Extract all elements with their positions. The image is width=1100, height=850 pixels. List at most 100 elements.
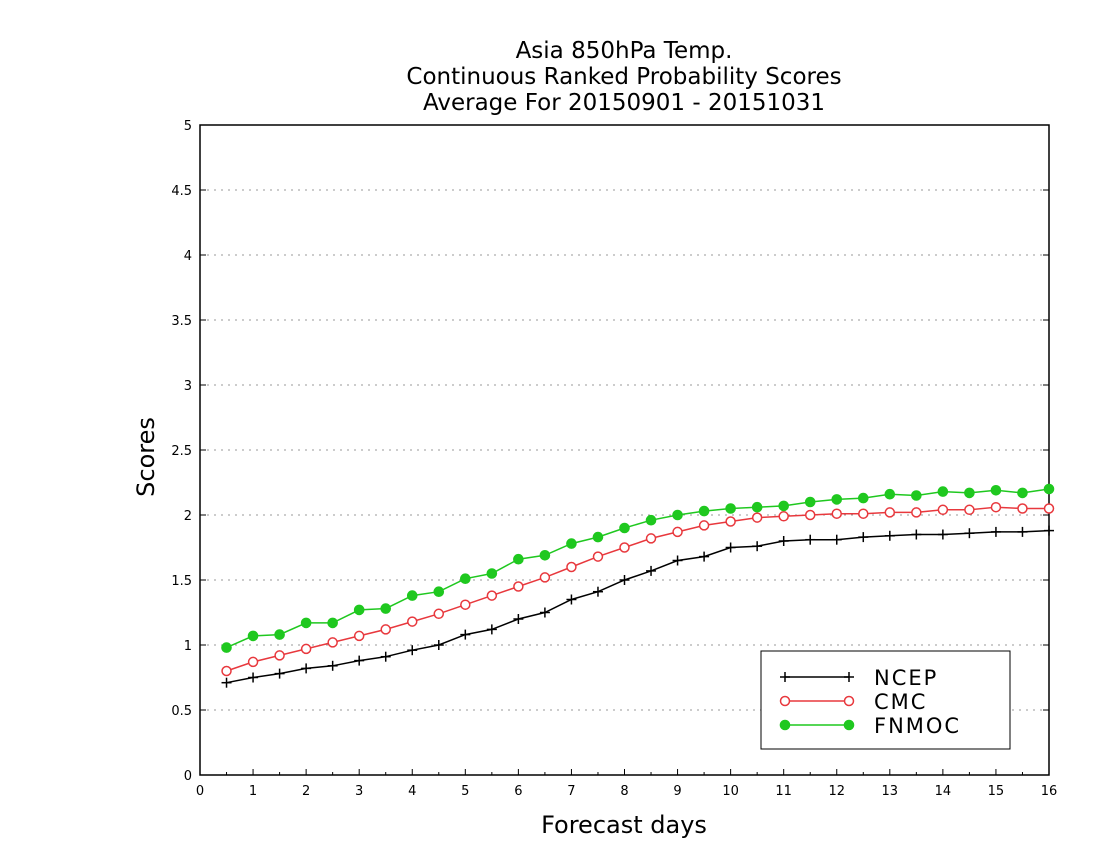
data-point-cmc [884, 507, 896, 518]
data-point-cmc [964, 504, 975, 516]
y-tick-label: 0 [184, 769, 192, 784]
data-point-ncep [301, 663, 312, 674]
x-tick-label: 7 [567, 784, 575, 799]
data-point-cmc [751, 512, 763, 523]
data-point-ncep [884, 530, 895, 541]
legend-item-cmc: CMC [779, 690, 927, 714]
data-point-cmc [566, 561, 577, 573]
data-point-cmc [1017, 503, 1028, 514]
data-point-ncep [566, 594, 577, 605]
legend-marker [779, 695, 791, 707]
data-point-ncep [433, 640, 444, 650]
data-point-fnmoc [911, 490, 922, 501]
data-point-cmc [911, 507, 922, 518]
legend-marker [780, 672, 790, 682]
data-point-fnmoc [300, 617, 312, 629]
data-point-fnmoc [831, 494, 843, 505]
y-tick-label: 5 [184, 119, 192, 134]
data-point-ncep [380, 651, 391, 662]
data-point-cmc [247, 656, 259, 668]
chart-title-line-2: Continuous Ranked Probability Scores [406, 64, 841, 90]
data-point-cmc [592, 551, 604, 562]
data-point-fnmoc [964, 487, 975, 499]
y-tick-label: 4.5 [171, 184, 192, 199]
legend-label-fnmoc: FNMOC [874, 714, 961, 738]
y-tick-label: 2 [184, 509, 192, 524]
series-ncep [221, 525, 1054, 688]
data-point-cmc [698, 520, 710, 531]
data-point-ncep [990, 526, 1001, 537]
data-point-fnmoc [592, 531, 604, 543]
data-point-ncep [354, 655, 365, 666]
data-point-fnmoc [221, 642, 232, 653]
data-point-ncep [1044, 525, 1054, 536]
data-point-fnmoc [327, 617, 338, 629]
data-point-cmc [460, 599, 471, 610]
data-point-ncep [831, 534, 842, 545]
data-point-fnmoc [539, 550, 551, 561]
x-tick-label: 6 [514, 784, 522, 799]
data-point-fnmoc [433, 586, 445, 598]
chart-title: Asia 850hPa Temp. Continuous Ranked Prob… [406, 38, 841, 116]
data-point-cmc [672, 526, 683, 538]
data-point-cmc [300, 643, 312, 655]
y-tick-label: 2.5 [171, 444, 192, 459]
data-point-cmc [327, 637, 338, 648]
data-point-fnmoc [804, 496, 816, 508]
data-point-fnmoc [486, 568, 498, 579]
data-point-cmc [725, 516, 736, 527]
x-tick-label: 9 [673, 784, 681, 799]
y-axis-title: Scores [132, 417, 160, 497]
grid [200, 189, 1049, 711]
data-point-ncep [911, 529, 922, 540]
data-point-ncep [646, 565, 657, 576]
y-tick-label: 4 [184, 249, 192, 264]
data-point-cmc [433, 608, 445, 620]
data-point-fnmoc [672, 509, 683, 521]
data-point-ncep [274, 668, 285, 679]
data-point-ncep [486, 624, 497, 635]
data-point-fnmoc [884, 488, 896, 500]
data-point-fnmoc [353, 604, 365, 616]
data-point-cmc [380, 624, 391, 635]
legend-item-ncep: NCEP [780, 666, 936, 690]
data-point-ncep [539, 607, 550, 618]
x-tick-label: 12 [828, 784, 845, 799]
x-tick-label: 1 [249, 784, 257, 799]
data-point-fnmoc [460, 573, 471, 585]
data-point-cmc [274, 650, 285, 661]
data-point-ncep [725, 542, 736, 553]
series-layer [221, 483, 1055, 688]
data-point-fnmoc [513, 553, 524, 565]
data-point-cmc [937, 504, 949, 516]
x-tick-label: 16 [1041, 784, 1058, 799]
data-point-cmc [858, 508, 869, 519]
series-cmc [221, 501, 1055, 677]
series-fnmoc [221, 483, 1055, 653]
data-point-fnmoc [857, 492, 869, 504]
x-tick-label: 15 [988, 784, 1005, 799]
data-point-ncep [858, 532, 869, 543]
data-point-cmc [407, 616, 418, 627]
y-tick-label: 3.5 [171, 314, 192, 329]
x-axis-title: Forecast days [541, 811, 707, 839]
data-point-cmc [1043, 503, 1055, 514]
y-tick-label: 1.5 [171, 574, 192, 589]
data-point-fnmoc [990, 485, 1002, 496]
legend-label-cmc: CMC [874, 690, 927, 714]
data-point-fnmoc [247, 630, 259, 642]
data-point-fnmoc [380, 603, 392, 614]
data-point-ncep [699, 551, 710, 562]
data-point-fnmoc [566, 538, 577, 549]
x-axis: 0 1 2 3 4 5 6 7 8 9 10 11 12 13 14 15 16 [196, 769, 1057, 799]
data-point-ncep [592, 586, 603, 597]
x-tick-label: 8 [620, 784, 628, 799]
x-tick-label: 10 [722, 784, 739, 799]
data-point-ncep [937, 529, 948, 540]
data-point-cmc [831, 508, 842, 519]
chart-title-line-1: Asia 850hPa Temp. [516, 38, 733, 64]
data-point-cmc [619, 542, 630, 553]
data-point-ncep [672, 555, 683, 566]
data-point-cmc [990, 501, 1002, 513]
